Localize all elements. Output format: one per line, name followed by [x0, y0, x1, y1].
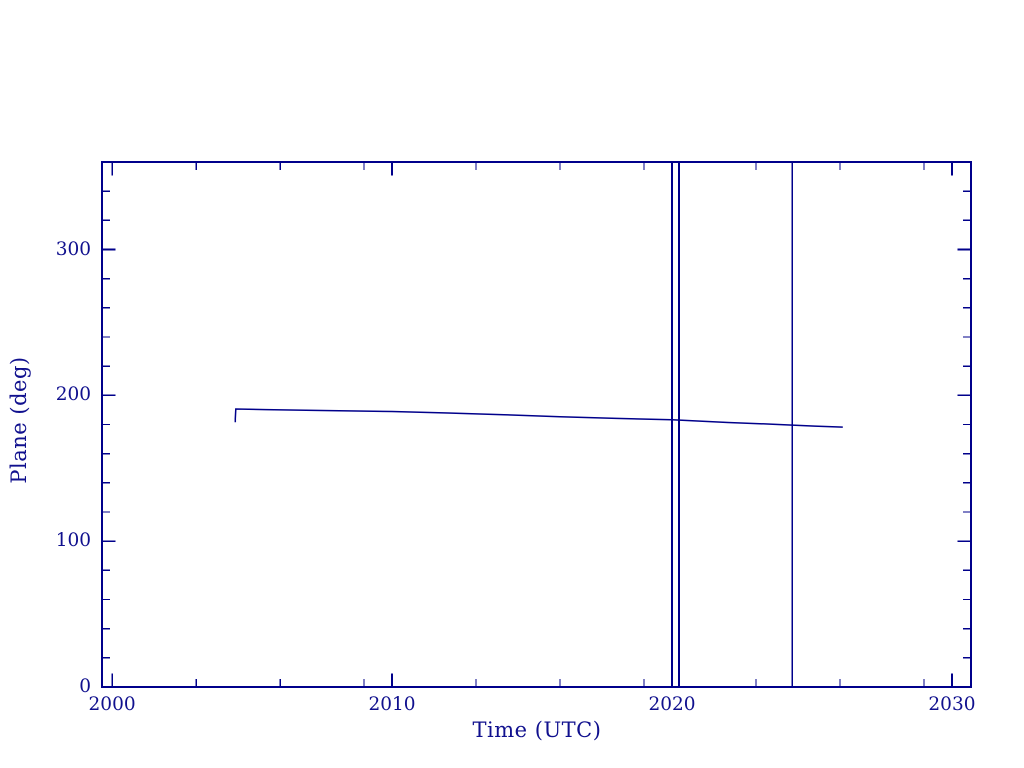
y-axis-title: Plane (deg) — [7, 356, 31, 484]
x-axis-title: Time (UTC) — [472, 718, 602, 742]
x-tick-label: 2010 — [368, 694, 416, 715]
y-tick-label: 100 — [55, 530, 91, 552]
y-tick-label: 300 — [55, 238, 91, 260]
x-tick-label: 2020 — [648, 694, 696, 715]
axes-box — [101, 161, 972, 688]
x-tick-label: 2030 — [928, 694, 976, 715]
data-series-plane-angle — [234, 408, 843, 428]
y-tick-label: 0 — [79, 676, 91, 697]
x-tick-label: 2000 — [88, 694, 136, 715]
y-tick-label: 200 — [55, 384, 91, 406]
